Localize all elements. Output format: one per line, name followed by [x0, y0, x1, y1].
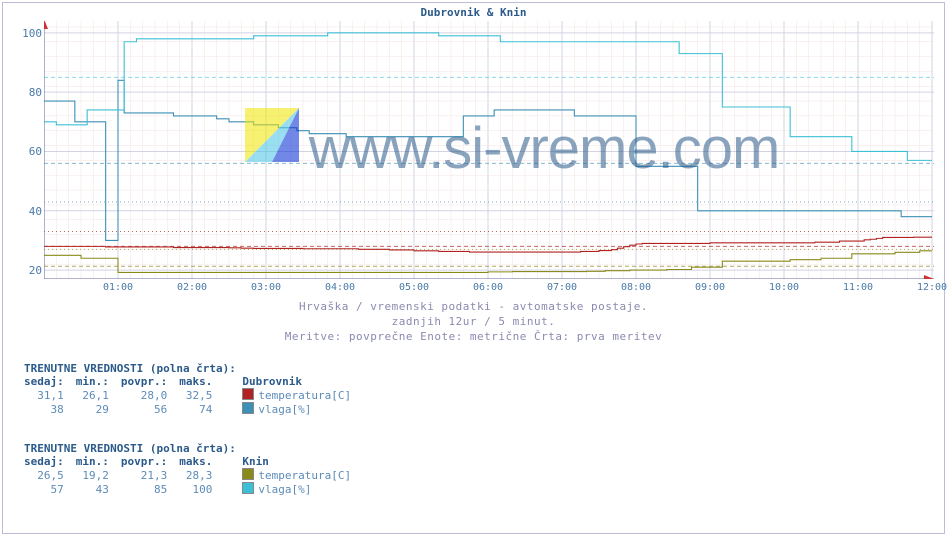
- x-tick: 07:00: [547, 282, 577, 293]
- x-tick: 12:00: [917, 282, 947, 293]
- y-tick: 60: [20, 145, 42, 158]
- col-maks: maks.: [179, 375, 224, 388]
- x-tick: 06:00: [473, 282, 503, 293]
- stats-head-2: TRENUTNE VREDNOSTI (polna črta):: [24, 442, 363, 455]
- val-min: 19,2: [76, 468, 121, 482]
- val-povpr: 28,0: [121, 388, 179, 402]
- legend-label: temperatura[C]: [258, 389, 351, 402]
- x-tick: 08:00: [621, 282, 651, 293]
- stats-table-2: sedaj:min.:povpr.:maks.Knin 26,519,221,32…: [24, 455, 363, 496]
- x-tick: 05:00: [399, 282, 429, 293]
- stats-block-knin: TRENUTNE VREDNOSTI (polna črta): sedaj:m…: [24, 442, 363, 496]
- legend-cell: temperatura[C]: [224, 388, 363, 402]
- caption-line-2: zadnjih 12ur / 5 minut.: [0, 315, 947, 328]
- stats-head-1: TRENUTNE VREDNOSTI (polna črta):: [24, 362, 363, 375]
- val-min: 26,1: [76, 388, 121, 402]
- col-maks: maks.: [179, 455, 224, 468]
- stats-table-1: sedaj:min.:povpr.:maks.Dubrovnik 31,126,1…: [24, 375, 363, 416]
- stats-block-dubrovnik: TRENUTNE VREDNOSTI (polna črta): sedaj:m…: [24, 362, 363, 416]
- val-maks: 32,5: [179, 388, 224, 402]
- col-sedaj: sedaj:: [24, 455, 76, 468]
- x-tick: 09:00: [695, 282, 725, 293]
- col-povpr: povpr.:: [121, 375, 179, 388]
- x-tick: 01:00: [103, 282, 133, 293]
- legend-swatch: [242, 482, 254, 494]
- legend-swatch: [242, 468, 254, 480]
- col-min: min.:: [76, 375, 121, 388]
- chart-title: Dubrovnik & Knin: [0, 6, 947, 19]
- y-tick: 40: [20, 205, 42, 218]
- col-sedaj: sedaj:: [24, 375, 76, 388]
- legend-label: vlaga[%]: [258, 483, 311, 496]
- x-tick: 03:00: [251, 282, 281, 293]
- val-min: 29: [76, 402, 121, 416]
- col-povpr: povpr.:: [121, 455, 179, 468]
- val-maks: 28,3: [179, 468, 224, 482]
- val-povpr: 56: [121, 402, 179, 416]
- val-sedaj: 26,5: [24, 468, 76, 482]
- val-sedaj: 57: [24, 482, 76, 496]
- val-min: 43: [76, 482, 121, 496]
- legend-label: temperatura[C]: [258, 469, 351, 482]
- legend-swatch: [242, 402, 254, 414]
- val-maks: 100: [179, 482, 224, 496]
- val-maks: 74: [179, 402, 224, 416]
- y-tick: 80: [20, 86, 42, 99]
- val-povpr: 85: [121, 482, 179, 496]
- y-tick: 20: [20, 264, 42, 277]
- val-povpr: 21,3: [121, 468, 179, 482]
- legend-label: vlaga[%]: [258, 403, 311, 416]
- chart-area: [44, 21, 934, 279]
- caption-line-3: Meritve: povprečne Enote: metrične Črta:…: [0, 330, 947, 343]
- x-tick: 02:00: [177, 282, 207, 293]
- legend-cell: temperatura[C]: [224, 468, 363, 482]
- x-tick: 10:00: [769, 282, 799, 293]
- caption-line-1: Hrvaška / vremenski podatki - avtomatske…: [0, 300, 947, 313]
- y-tick: 100: [20, 27, 42, 40]
- x-tick: 04:00: [325, 282, 355, 293]
- val-sedaj: 38: [24, 402, 76, 416]
- x-tick: 11:00: [843, 282, 873, 293]
- legend-swatch: [242, 388, 254, 400]
- col-min: min.:: [76, 455, 121, 468]
- city-name: Dubrovnik: [224, 375, 363, 388]
- legend-cell: vlaga[%]: [224, 482, 363, 496]
- val-sedaj: 31,1: [24, 388, 76, 402]
- city-name: Knin: [224, 455, 363, 468]
- legend-cell: vlaga[%]: [224, 402, 363, 416]
